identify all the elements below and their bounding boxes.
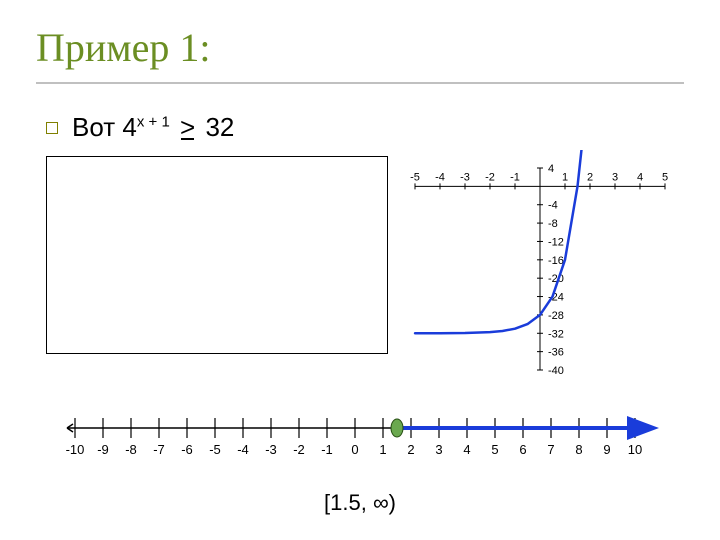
svg-text:-12: -12 bbox=[548, 236, 564, 248]
svg-text:4: 4 bbox=[463, 442, 470, 457]
work-area-box bbox=[46, 156, 388, 354]
svg-text:7: 7 bbox=[547, 442, 554, 457]
svg-text:8: 8 bbox=[575, 442, 582, 457]
svg-text:3: 3 bbox=[612, 171, 618, 183]
svg-text:-1: -1 bbox=[321, 442, 333, 457]
svg-text:-8: -8 bbox=[548, 218, 558, 230]
prefix-text: Вот bbox=[72, 112, 122, 142]
svg-text:-6: -6 bbox=[181, 442, 193, 457]
answer-value: [1.5, ∞) bbox=[324, 490, 396, 515]
svg-text:-10: -10 bbox=[66, 442, 85, 457]
svg-text:3: 3 bbox=[435, 442, 442, 457]
svg-text:-28: -28 bbox=[548, 310, 564, 322]
svg-text:1: 1 bbox=[562, 171, 568, 183]
geq-underline bbox=[181, 138, 194, 140]
bullet-marker bbox=[46, 122, 58, 134]
svg-text:-5: -5 bbox=[410, 171, 420, 183]
title-underline bbox=[36, 82, 684, 84]
title-text: Пример 1: bbox=[36, 25, 210, 70]
bullet-item: Вот 4x + 1 > 32 bbox=[46, 112, 234, 143]
svg-text:-3: -3 bbox=[265, 442, 277, 457]
svg-text:-9: -9 bbox=[97, 442, 109, 457]
svg-text:-40: -40 bbox=[548, 365, 564, 377]
svg-text:-3: -3 bbox=[460, 171, 470, 183]
expr-exponent: x + 1 bbox=[137, 113, 170, 130]
svg-text:-4: -4 bbox=[237, 442, 249, 457]
svg-text:10: 10 bbox=[628, 442, 642, 457]
slide-title: Пример 1: bbox=[36, 24, 210, 71]
answer-interval: [1.5, ∞) bbox=[0, 490, 720, 516]
svg-text:4: 4 bbox=[637, 171, 643, 183]
graph-svg: -5-4-3-2-1123454-4-8-12-16-20-24-28-32-3… bbox=[400, 150, 680, 380]
svg-text:-2: -2 bbox=[485, 171, 495, 183]
number-line: -10-9-8-7-6-5-4-3-2-1012345678910 bbox=[60, 402, 660, 472]
svg-text:2: 2 bbox=[587, 171, 593, 183]
function-graph: -5-4-3-2-1123454-4-8-12-16-20-24-28-32-3… bbox=[400, 150, 680, 380]
inequality-expression: Вот 4x + 1 > 32 bbox=[72, 112, 234, 143]
svg-text:1: 1 bbox=[379, 442, 386, 457]
svg-text:-32: -32 bbox=[548, 328, 564, 340]
svg-text:-5: -5 bbox=[209, 442, 221, 457]
expr-rhs: 32 bbox=[205, 112, 234, 142]
number-line-svg: -10-9-8-7-6-5-4-3-2-1012345678910 bbox=[60, 402, 660, 472]
expr-base: 4 bbox=[122, 112, 136, 142]
svg-text:9: 9 bbox=[603, 442, 610, 457]
svg-text:-4: -4 bbox=[435, 171, 445, 183]
slide: Пример 1: Вот 4x + 1 > 32 -5-4-3-2-11234… bbox=[0, 0, 720, 540]
svg-text:-2: -2 bbox=[293, 442, 305, 457]
svg-text:2: 2 bbox=[407, 442, 414, 457]
svg-text:6: 6 bbox=[519, 442, 526, 457]
svg-text:5: 5 bbox=[491, 442, 498, 457]
svg-text:5: 5 bbox=[662, 171, 668, 183]
svg-text:-16: -16 bbox=[548, 255, 564, 267]
svg-text:0: 0 bbox=[351, 442, 358, 457]
svg-text:-1: -1 bbox=[510, 171, 520, 183]
svg-text:4: 4 bbox=[548, 163, 554, 175]
geq-symbol: > bbox=[180, 112, 195, 143]
svg-text:-8: -8 bbox=[125, 442, 137, 457]
svg-text:-7: -7 bbox=[153, 442, 165, 457]
svg-text:-4: -4 bbox=[548, 200, 558, 212]
svg-text:-36: -36 bbox=[548, 347, 564, 359]
